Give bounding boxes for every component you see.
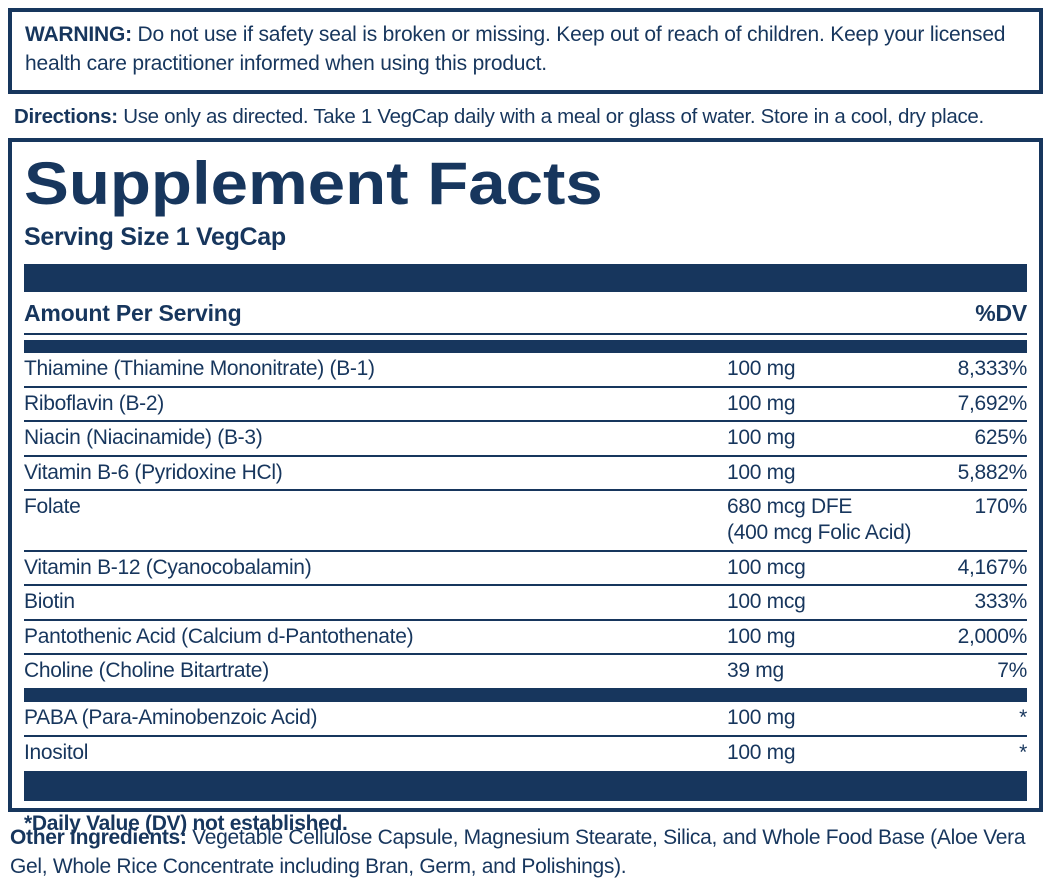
nutrient-dv: 8,333% (957, 356, 1028, 380)
table-row: Pantothenic Acid (Calcium d-Pantothenate… (24, 618, 1028, 654)
nutrient-amount: 100 mg (727, 426, 796, 450)
serving-size: Serving Size 1 VegCap (24, 222, 286, 251)
nutrient-dv: * (1019, 740, 1027, 764)
nutrient-dv: 4,167% (957, 555, 1028, 579)
directions-label: Directions: (14, 104, 118, 128)
table-row: Vitamin B-6 (Pyridoxine HCl) 100 mg 5,882% (24, 454, 1028, 490)
table-row: Biotin 100 mcg 333% (24, 584, 1027, 619)
nutrient-name: Choline (Choline Bitartrate) (24, 659, 269, 683)
nutrient-dv: 7% (997, 659, 1027, 683)
nutrient-dv: 170% (974, 495, 1027, 519)
directions-text: Directions: Use only as directed. Take 1… (14, 105, 1043, 129)
nutrient-amount: 100 mcg (727, 555, 806, 579)
directions-body: Use only as directed. Take 1 VegCap dail… (123, 104, 984, 128)
nutrient-name: Niacin (Niacinamide) (B-3) (24, 426, 263, 450)
nutrient-amount: 100 mcg (727, 590, 806, 614)
nutrient-name: Vitamin B-12 (Cyanocobalamin) (24, 555, 312, 579)
table-row: Riboflavin (B-2) 100 mg 7,692% (24, 385, 1028, 421)
warning-box: WARNING: Do not use if safety seal is br… (8, 8, 1043, 94)
nutrient-dv: 333% (974, 590, 1027, 614)
warning-body: Do not use if safety seal is broken or m… (25, 23, 1006, 75)
dv-footnote: *Daily Value (DV) not established. (24, 812, 348, 836)
table-row: PABA (Para-Aminobenzoic Acid) 100 mg * (24, 702, 1027, 735)
nutrient-name: Vitamin B-6 (Pyridoxine HCl) (24, 460, 283, 484)
nutrient-amount: 39 mg (727, 659, 784, 683)
nutrient-name: Riboflavin (B-2) (24, 391, 164, 415)
supplement-table: Thiamine (Thiamine Mononitrate) (B-1) 100… (24, 353, 1027, 769)
nutrient-amount: 100 mg (727, 460, 796, 484)
nutrient-amount: 100 mg (727, 391, 796, 415)
table-row: Choline (Choline Bitartrate) 39 mg 7% (24, 653, 1027, 688)
nutrient-dv: 5,882% (957, 460, 1028, 484)
dv-header: %DV (975, 299, 1027, 326)
nutrient-amount: 680 mcg DFE (400 mcg Folic Acid) (727, 495, 912, 544)
divider-bar-bottom (24, 771, 1027, 802)
nutrient-name: Pantothenic Acid (Calcium d-Pantothenate… (24, 624, 414, 648)
supplement-facts-title: Supplement Facts (24, 149, 603, 217)
nutrient-dv: * (1019, 706, 1027, 730)
nutrient-amount: 100 mg (727, 356, 796, 380)
nutrient-amount: 100 mg (727, 706, 796, 730)
supplement-facts-panel: Supplement Facts Serving Size 1 VegCap A… (8, 137, 1043, 835)
warning-text: WARNING: Do not use if safety seal is br… (25, 21, 1026, 79)
nutrient-name: PABA (Para-Aminobenzoic Acid) (24, 706, 318, 730)
table-row: Niacin (Niacinamide) (B-3) 100 mg 625% (24, 420, 1027, 455)
nutrient-name: Thiamine (Thiamine Mononitrate) (B-1) (24, 356, 375, 380)
table-row: Thiamine (Thiamine Mononitrate) (B-1) 100… (24, 353, 1027, 386)
nutrient-amount: 100 mg (727, 740, 796, 764)
nutrient-dv: 2,000% (957, 624, 1028, 648)
nutrient-name: Folate (24, 495, 81, 519)
nutrient-name: Inositol (24, 740, 89, 764)
divider-bar-under-header (24, 339, 1027, 353)
table-header-row: Amount Per Serving %DV (24, 292, 1027, 335)
nutrient-dv: 7,692% (957, 391, 1028, 415)
amount-per-serving-header: Amount Per Serving (24, 299, 242, 326)
nutrient-amount: 100 mg (727, 624, 796, 648)
table-row: Vitamin B-12 (Cyanocobalamin) 100 mcg 4,16… (24, 549, 1028, 585)
nutrient-dv: 625% (974, 426, 1027, 450)
divider-bar-top (24, 263, 1027, 292)
section-divider-bar (24, 688, 1027, 703)
other-ingredients-text: Other Ingredients: Vegetable Cellulose C… (10, 823, 1041, 882)
table-row: Folate 680 mcg DFE (400 mcg Folic Acid) 170… (24, 489, 1027, 549)
warning-label: WARNING: (25, 23, 132, 46)
table-row: Inositol 100 mg * (24, 734, 1027, 770)
nutrient-name: Biotin (24, 590, 75, 614)
other-ingredients-label: Other Ingredients: (10, 825, 187, 849)
